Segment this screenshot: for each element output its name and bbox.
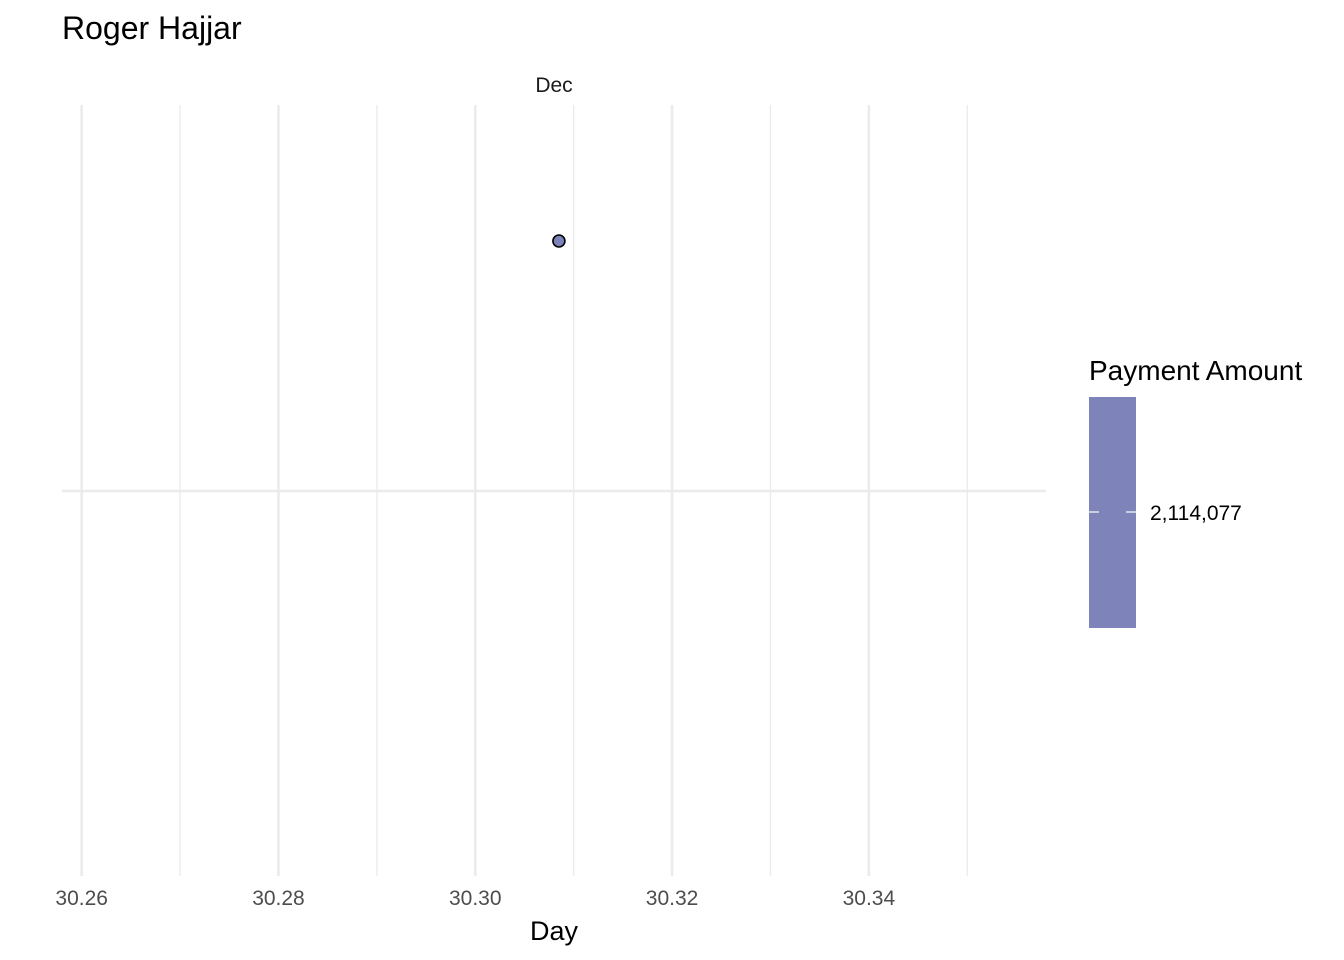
x-tick-label: 30.26 (55, 887, 108, 910)
legend: Payment Amount 2,114,077 (1089, 355, 1302, 628)
plot-area (62, 105, 1046, 876)
x-tick-label: 30.30 (449, 887, 502, 910)
legend-title: Payment Amount (1089, 355, 1302, 386)
facet-label: Dec (535, 74, 572, 97)
x-tick-label: 30.28 (252, 887, 305, 910)
chart-title: Roger Hajjar (62, 10, 242, 46)
data-point (552, 234, 566, 248)
grid-lines (62, 105, 1046, 876)
data-points (552, 234, 566, 248)
legend-label: 2,114,077 (1150, 502, 1242, 525)
x-axis-title: Day (530, 916, 579, 946)
x-tick-label: 30.34 (843, 887, 896, 910)
x-axis-ticks: 30.26 30.28 30.30 30.32 30.34 (55, 887, 895, 910)
x-tick-label: 30.32 (646, 887, 699, 910)
